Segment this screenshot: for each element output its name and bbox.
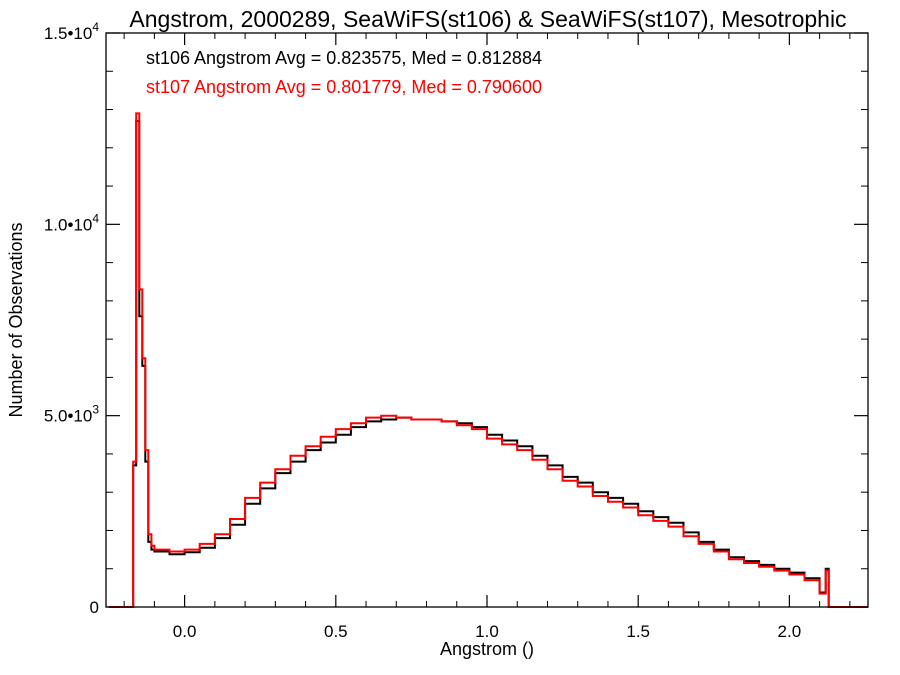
st106-annotation: st106 Angstrom Avg = 0.823575, Med = 0.8… xyxy=(146,48,542,68)
y-axis-label: Number of Observations xyxy=(6,222,26,417)
st107-annotation: st107 Angstrom Avg = 0.801779, Med = 0.7… xyxy=(146,77,542,97)
chart-title: Angstrom, 2000289, SeaWiFS(st106) & SeaW… xyxy=(129,6,846,32)
ticks-layer: 0.0 0.5 1.0 1.5 2.0 0 5.0•103 1.0•104 1.5•104 xyxy=(44,20,868,641)
plot-frame xyxy=(105,32,869,608)
x-tick-label: 0.5 xyxy=(324,622,348,641)
series-layer xyxy=(109,112,868,608)
x-tick-label: 1.0 xyxy=(475,622,499,641)
series-st107-line xyxy=(109,112,868,608)
x-axis-label: Angstrom () xyxy=(440,639,534,659)
y-tick-label: 1.0•104 xyxy=(44,211,100,234)
y-tick-label: 0 xyxy=(90,598,99,617)
y-tick-label: 5.0•103 xyxy=(44,403,100,426)
y-tick-label: 1.5•104 xyxy=(44,20,100,43)
x-tick-label: 1.5 xyxy=(626,622,650,641)
x-tick-label: 0.0 xyxy=(173,622,197,641)
x-tick-label: 2.0 xyxy=(778,622,802,641)
